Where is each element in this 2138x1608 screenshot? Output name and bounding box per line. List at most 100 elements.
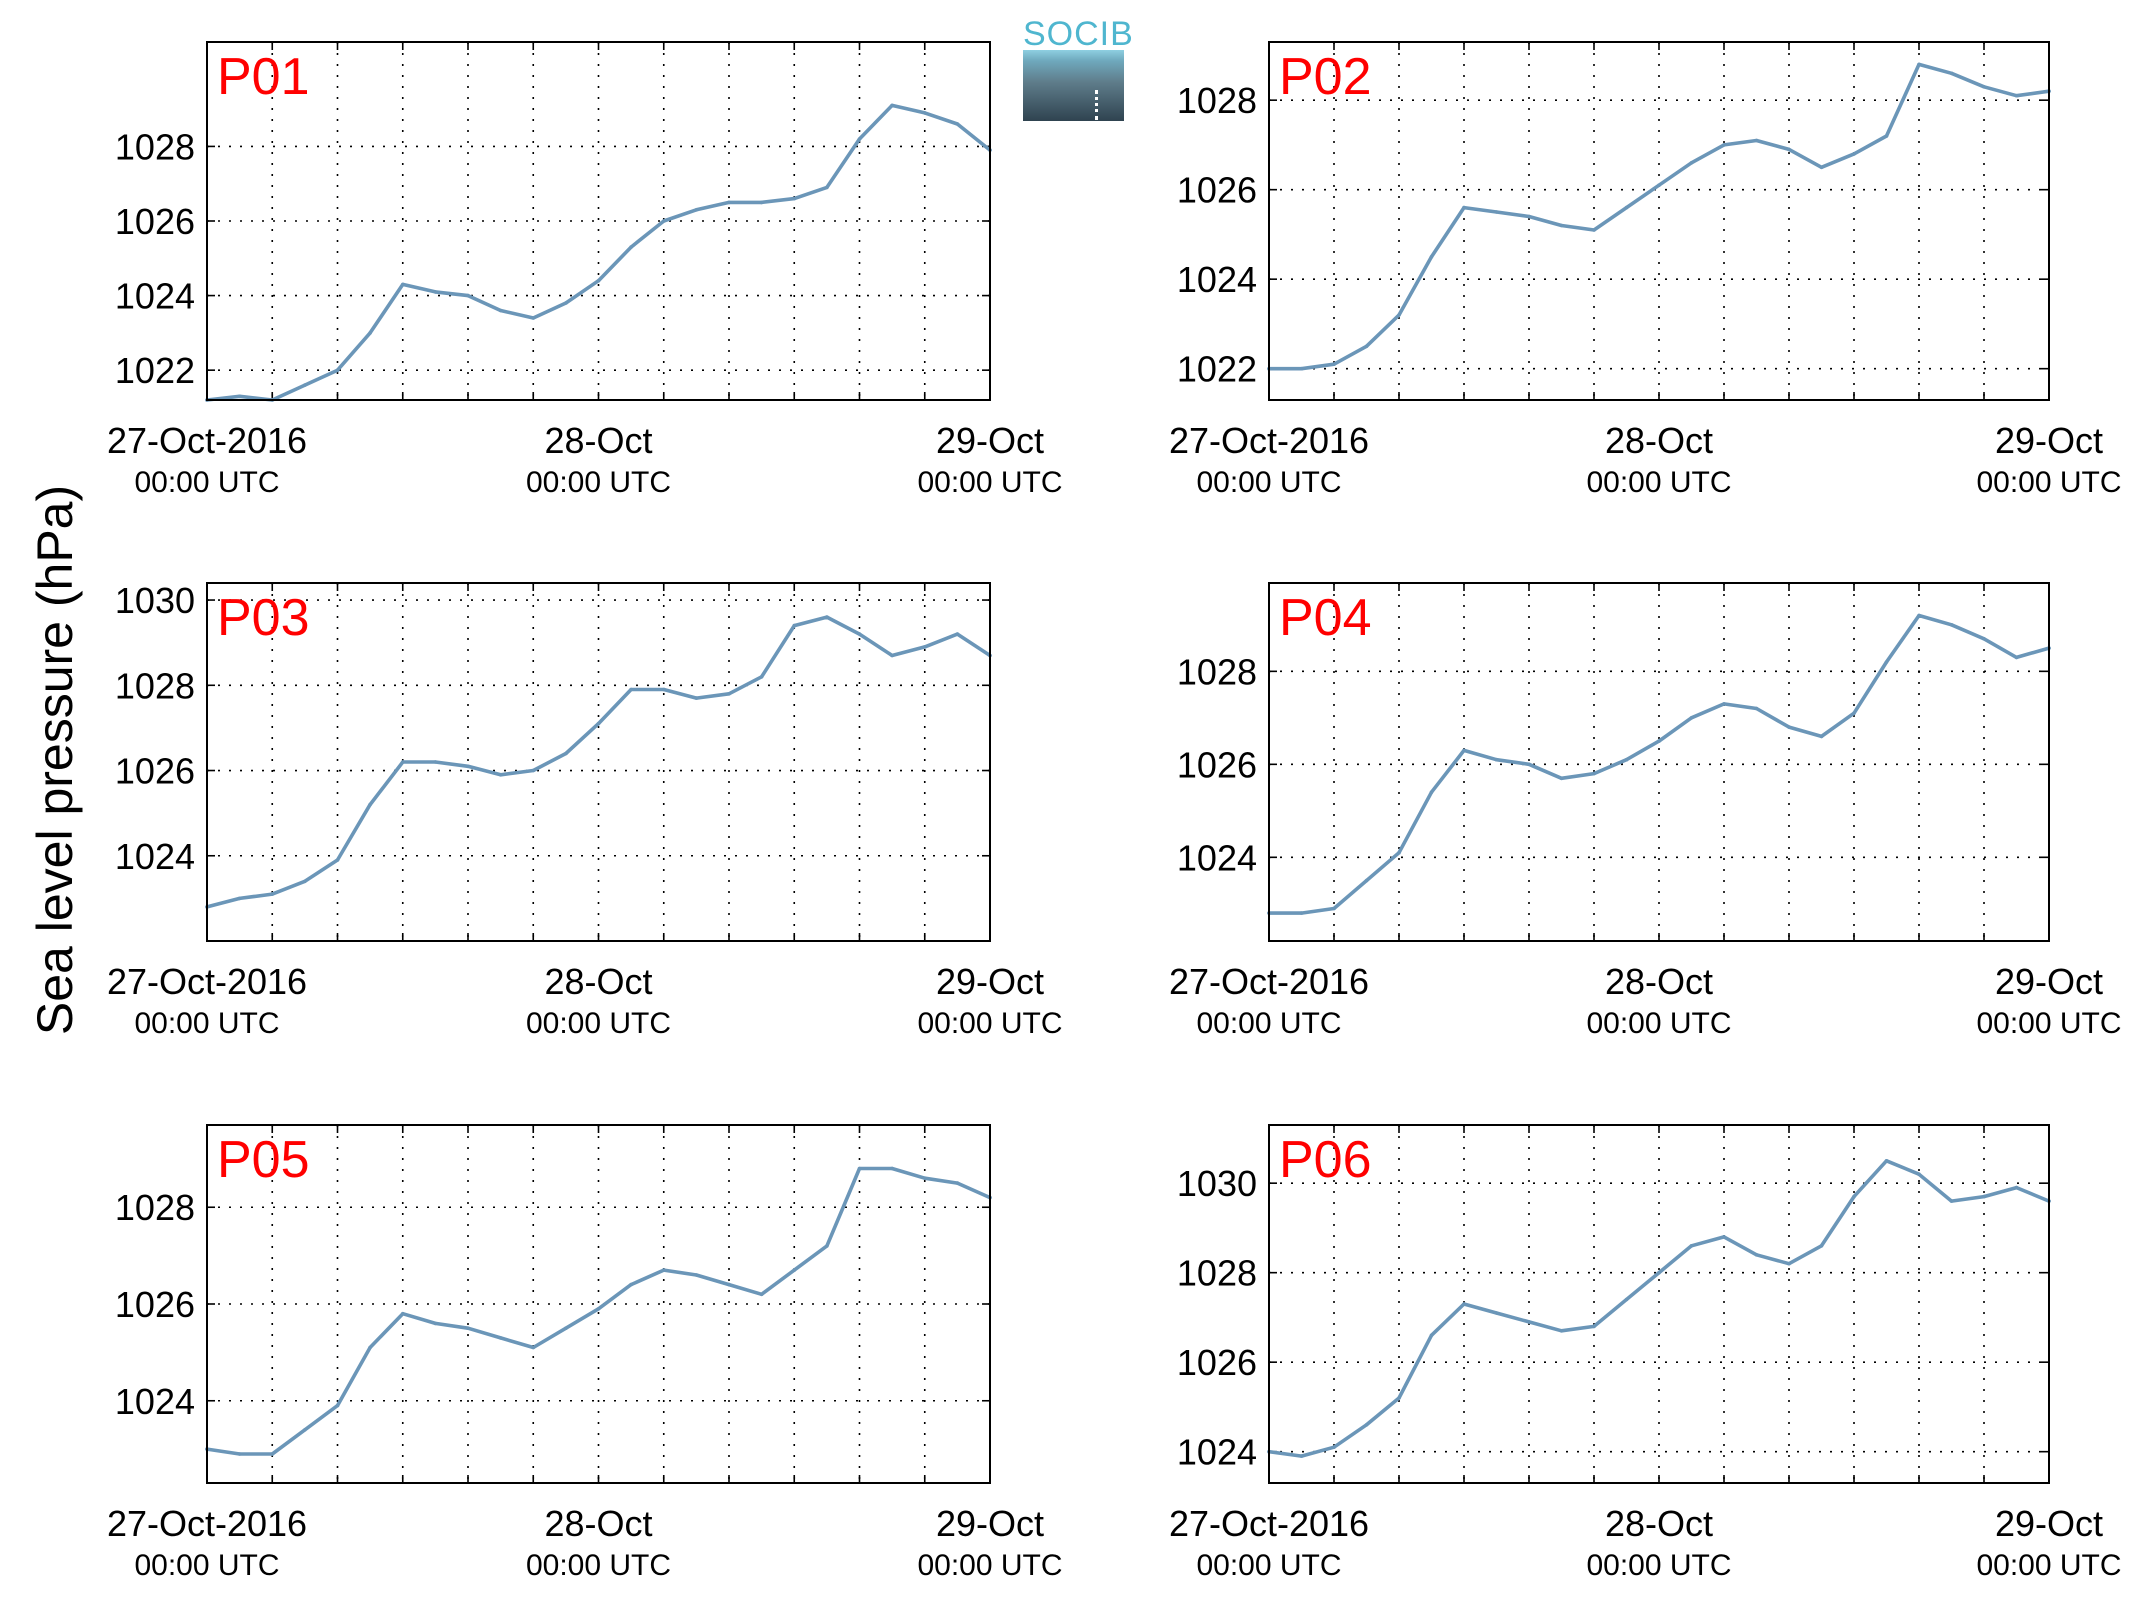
x-tick-label: 28-Oct — [544, 420, 652, 461]
data-point — [1917, 62, 1921, 67]
data-point — [1852, 1194, 1856, 1199]
data-point — [1689, 161, 1694, 165]
data-point — [1332, 1445, 1336, 1449]
axes-frame — [1268, 41, 2050, 401]
data-point — [303, 383, 307, 387]
data-point — [1624, 205, 1629, 210]
socib-logo: SOCIB — [1023, 16, 1133, 121]
y-tick-label: 1026 — [115, 201, 195, 242]
y-tick-label: 1028 — [1177, 651, 1257, 692]
data-point — [857, 1166, 862, 1171]
panel-label: P06 — [1279, 1131, 1372, 1189]
data-point — [890, 1166, 894, 1171]
x-tick-label: 00:00 UTC — [526, 466, 671, 499]
data-point — [303, 1428, 307, 1432]
x-tick-label: 27-Oct-2016 — [1169, 420, 1369, 461]
data-point — [1592, 771, 1596, 776]
x-tick-label: 00:00 UTC — [1976, 1007, 2121, 1040]
data-point — [564, 1326, 568, 1330]
data-point — [1722, 702, 1726, 706]
data-point — [662, 687, 666, 692]
data-point — [368, 331, 372, 335]
data-point — [1364, 344, 1369, 349]
data-point — [1494, 210, 1499, 214]
data-point — [2014, 655, 2019, 660]
data-point — [1884, 1159, 1889, 1163]
data-point — [1754, 1253, 1759, 1257]
data-point — [694, 1273, 699, 1277]
data-point — [1429, 790, 1434, 794]
y-tick-label: 1026 — [115, 1284, 195, 1325]
data-point — [1364, 1423, 1369, 1427]
data-point — [759, 200, 764, 205]
data-point — [564, 301, 568, 305]
x-tick-label: 00:00 UTC — [526, 1549, 671, 1582]
data-point — [923, 111, 927, 115]
axes-frame — [206, 41, 991, 401]
data-point — [1527, 762, 1531, 767]
x-tick-label: 00:00 UTC — [1586, 1549, 1731, 1582]
x-tick-label: 27-Oct-2016 — [107, 420, 307, 461]
data-point — [237, 394, 242, 399]
x-tick-label: 27-Oct-2016 — [107, 961, 307, 1002]
data-point — [1819, 734, 1824, 739]
data-point — [1299, 1454, 1304, 1458]
data-point — [1332, 362, 1336, 367]
x-tick-label: 28-Oct — [544, 961, 652, 1002]
data-point — [531, 768, 536, 773]
data-point — [1657, 739, 1661, 743]
data-point — [759, 675, 764, 679]
data-point — [335, 858, 340, 862]
data-point — [890, 103, 894, 108]
y-tick-label: 1028 — [1177, 1253, 1257, 1294]
y-tick-label: 1024 — [1177, 259, 1257, 300]
x-tick-label: 00:00 UTC — [134, 1549, 279, 1582]
data-point — [955, 1181, 960, 1185]
chart-panel: 1024 1026 1028 P05 27-Oct-2016 00:00 UTC 28-Oc… — [107, 1124, 1063, 1582]
data-point — [662, 219, 666, 223]
data-point — [596, 1307, 601, 1311]
x-tick-label: 28-Oct — [1605, 961, 1713, 1002]
x-tick-label: 27-Oct-2016 — [1169, 1503, 1369, 1544]
data-point — [1397, 850, 1401, 855]
data-point — [1624, 757, 1629, 762]
axes-frame — [1268, 582, 2050, 942]
data-point — [662, 1268, 666, 1272]
axes-frame — [206, 1124, 991, 1484]
y-tick-label: 1026 — [1177, 1342, 1257, 1383]
data-point — [1917, 613, 1921, 618]
data-point — [401, 760, 405, 764]
x-tick-label: 29-Oct — [936, 420, 1044, 461]
axes-frame — [206, 582, 991, 942]
data-point — [237, 1452, 242, 1456]
chart-panel: 1024 1026 1028 1030 P06 27-Oct-2016 00:00 UTC 2… — [1169, 1124, 2122, 1582]
data-point — [1527, 214, 1531, 219]
data-point — [1462, 748, 1466, 753]
data-point — [923, 645, 927, 649]
data-point — [955, 632, 960, 636]
data-point — [368, 1345, 372, 1350]
data-point — [792, 1268, 797, 1272]
data-point — [303, 879, 307, 884]
data-point — [2014, 1185, 2019, 1190]
data-point — [1787, 725, 1791, 729]
x-tick-label: 29-Oct — [936, 961, 1044, 1002]
series-line — [1267, 62, 2051, 371]
x-tick-label: 00:00 UTC — [1196, 466, 1341, 499]
x-tick-label: 28-Oct — [544, 1503, 652, 1544]
data-point — [759, 1292, 764, 1297]
data-point — [694, 696, 699, 700]
x-tick-label: 00:00 UTC — [134, 1007, 279, 1040]
x-tick-label: 27-Oct-2016 — [1169, 961, 1369, 1002]
data-point — [1982, 637, 1986, 641]
data-point — [1429, 1333, 1434, 1338]
data-point — [1852, 711, 1856, 715]
data-point — [1884, 134, 1889, 138]
data-point — [1397, 1396, 1401, 1400]
data-point — [466, 293, 470, 298]
data-point — [1397, 313, 1401, 317]
data-point — [401, 282, 405, 287]
data-point — [857, 632, 862, 636]
data-point — [401, 1311, 405, 1316]
